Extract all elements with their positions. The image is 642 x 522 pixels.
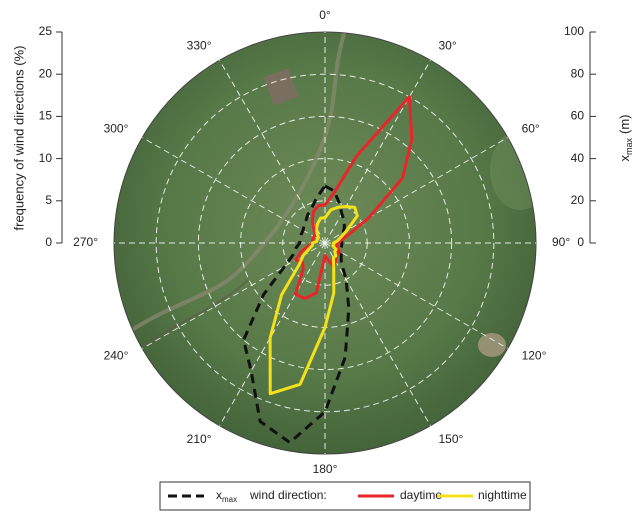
y2-tick-label: 20 (571, 193, 585, 207)
y2-tick-label: 100 (564, 24, 584, 38)
y2-tick-label: 40 (571, 151, 585, 165)
y-tick-label: 10 (39, 151, 53, 165)
angle-label: 240° (104, 349, 129, 363)
angle-label: 300° (104, 122, 129, 136)
legend-label: xmax (216, 488, 237, 504)
y-tick-label: 25 (39, 24, 53, 38)
grid-ring (197, 115, 453, 371)
angle-label: 60° (522, 122, 540, 136)
y2-tick-label: 0 (577, 235, 584, 249)
series-line (294, 95, 414, 300)
y-axis-title: frequency of wind directions (%) (11, 46, 26, 231)
legend-label: nighttime (478, 488, 527, 502)
angle-label: 120° (522, 349, 547, 363)
angle-label: 150° (439, 432, 464, 446)
angle-label: 330° (187, 39, 212, 53)
y2-axis-title: xmax (m) (617, 114, 634, 161)
legend-label-main: daytime (400, 488, 442, 502)
y2-tick-label: 60 (571, 109, 585, 123)
y-tick-label: 20 (39, 66, 53, 80)
y-tick-label: 5 (45, 193, 52, 207)
y2-title-sub: max (624, 138, 634, 156)
y2-tick-label: 80 (571, 66, 585, 80)
legend-label-sub: max (222, 495, 237, 504)
legend-title: wind direction: (249, 488, 327, 502)
grid-spoke (324, 242, 508, 349)
y2-title-main: x (617, 155, 632, 162)
legend-label-main: nighttime (478, 488, 527, 502)
grid-ring (155, 73, 495, 413)
angle-label: 270° (73, 235, 98, 249)
legend-label: daytime (400, 488, 442, 502)
angle-label: 0° (319, 8, 331, 22)
grid-spoke (324, 242, 431, 426)
angle-label: 90° (552, 235, 570, 249)
angle-label: 30° (439, 39, 457, 53)
angle-label: 180° (313, 462, 338, 476)
legend-label-main: x (216, 488, 222, 502)
grid-spoke (142, 137, 326, 244)
y-tick-label: 0 (45, 235, 52, 249)
series-line (268, 205, 359, 396)
grid-spoke (324, 137, 508, 244)
y-tick-label: 15 (39, 109, 53, 123)
angle-label: 210° (187, 432, 212, 446)
y2-title-unit: (m) (617, 114, 632, 134)
